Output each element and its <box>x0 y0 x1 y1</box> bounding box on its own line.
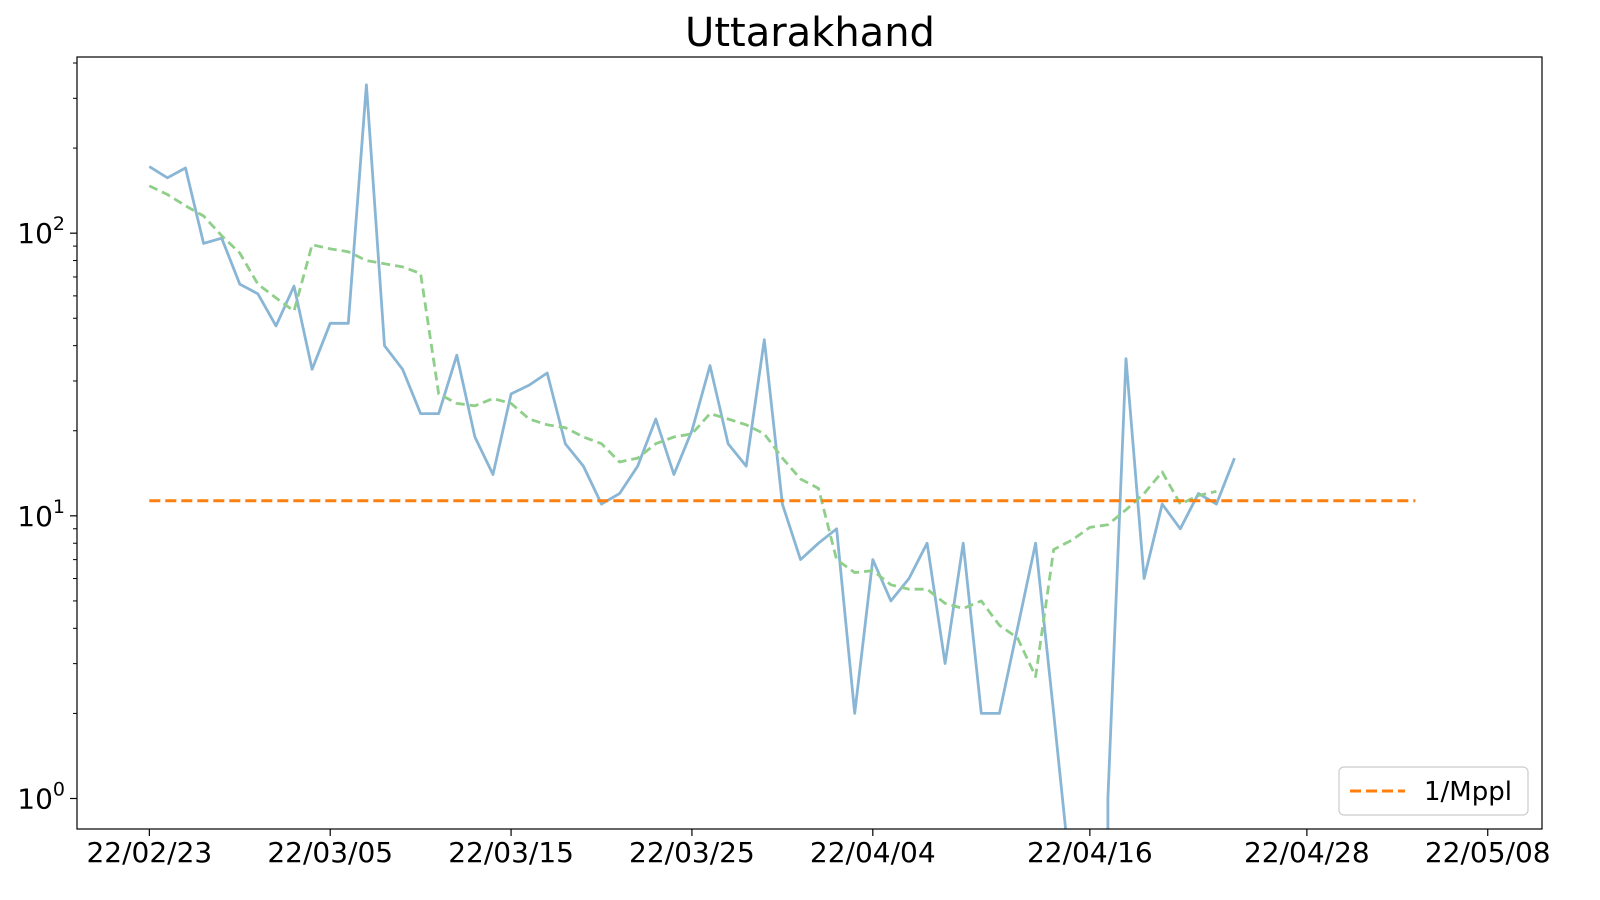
y-tick-label: 101 <box>17 496 65 533</box>
x-tick-label: 22/04/16 <box>1027 836 1153 869</box>
x-tick-label: 22/02/23 <box>86 836 212 869</box>
legend-label: 1/Mppl <box>1424 777 1512 807</box>
x-tick-label: 22/03/15 <box>448 836 574 869</box>
x-tick-label: 22/03/05 <box>267 836 393 869</box>
x-tick-label: 22/05/08 <box>1425 836 1551 869</box>
x-tick-label: 22/03/25 <box>629 836 755 869</box>
plot-frame <box>76 56 1543 830</box>
y-tick-label: 102 <box>17 213 65 250</box>
x-tick-label: 22/04/04 <box>810 836 936 869</box>
plot-area <box>148 83 1416 829</box>
y-axis: 100 101 102 <box>17 62 77 815</box>
series-line-2 <box>148 184 1217 678</box>
y-tick-label: 100 <box>17 778 65 815</box>
legend-box <box>1338 766 1529 816</box>
x-tick-label: 22/04/28 <box>1244 836 1370 869</box>
legend: 1/Mppl <box>1338 766 1529 816</box>
x-axis: 22/02/23 22/03/05 22/03/15 22/03/25 22/04/04… <box>86 829 1551 869</box>
chart-title: Uttarakhand <box>685 10 935 56</box>
